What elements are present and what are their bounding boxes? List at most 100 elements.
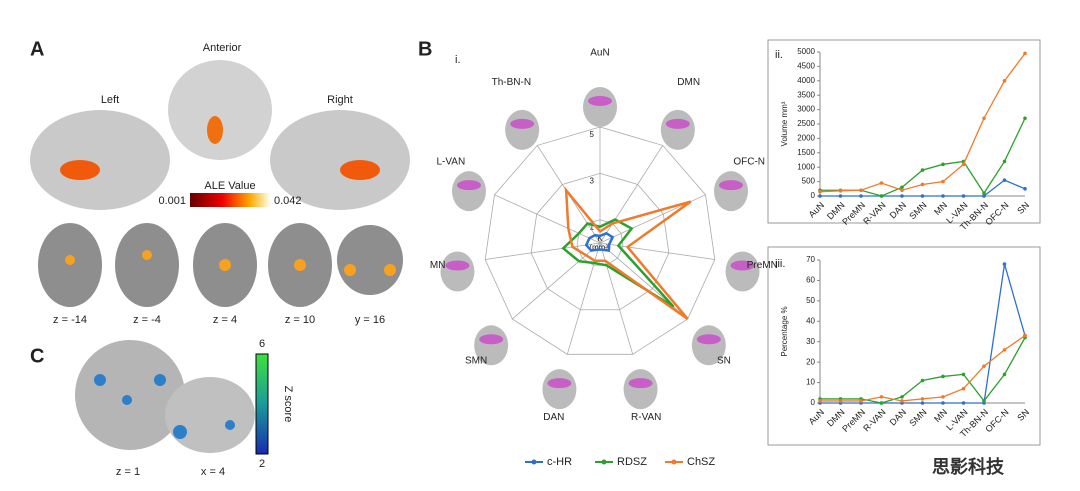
y-tick-label: 2000: [797, 134, 815, 143]
y-tick-label: 1000: [797, 162, 815, 171]
x-tick-label: OFC-N: [983, 407, 1010, 434]
y-tick-label: 50: [806, 296, 815, 305]
axis-spoke: [599, 242, 688, 320]
radar-line: [584, 231, 615, 253]
x-tick-label: AuN: [807, 200, 826, 219]
brain-icon-highlight: [445, 260, 470, 271]
point: [941, 194, 945, 198]
point: [982, 116, 986, 121]
point: [818, 189, 822, 194]
slice-label: z = -14: [53, 314, 87, 326]
y-tick-label: 500: [802, 177, 816, 186]
label: iii.: [775, 258, 785, 270]
panel-label: C: [30, 345, 44, 367]
x-tick-label: PreMN: [840, 407, 867, 434]
brain-icon-highlight: [588, 96, 612, 106]
panel-label: A: [30, 38, 44, 60]
slice-label: y = 16: [355, 314, 385, 326]
brain-icon: [623, 369, 658, 410]
point: [1002, 178, 1007, 182]
x-tick-label: MN: [932, 407, 949, 424]
y-axis-label: Volume mm³: [780, 101, 789, 146]
legend-marker: [531, 459, 537, 465]
legend-label: ChSZ: [687, 456, 715, 468]
legend-label: RDSZ: [617, 456, 647, 468]
label: 0.001: [158, 195, 186, 207]
label: 6: [259, 338, 265, 350]
brain-icon: [691, 325, 726, 366]
point: [1023, 51, 1027, 56]
radar-icons: [440, 87, 760, 410]
label: i.: [455, 54, 461, 66]
label: 0.042: [274, 195, 302, 207]
point: [859, 399, 863, 403]
point: [1023, 333, 1027, 338]
point: [838, 194, 843, 198]
point: [961, 372, 966, 377]
y-tick-label: 40: [806, 316, 815, 325]
point: [1002, 372, 1007, 377]
axis-label: SMN: [465, 355, 487, 366]
y-tick-label: 3500: [797, 90, 815, 99]
axis-label: DMN: [677, 77, 700, 88]
axis-label: AuN: [590, 48, 609, 59]
x-tick-label: AuN: [807, 407, 826, 426]
legend-marker: [671, 459, 677, 465]
point: [982, 194, 986, 198]
brain-icon: [440, 251, 475, 292]
brain-icon-highlight: [479, 334, 504, 345]
brain-icon: [660, 109, 695, 150]
axis-spoke: [485, 242, 601, 260]
brain-icon-highlight: [718, 180, 743, 191]
x-tick-label: SMN: [907, 200, 928, 221]
axis-label: OFC-N: [733, 156, 765, 167]
brain-icon: [725, 251, 760, 292]
slice-label: z = 1: [116, 466, 140, 478]
point: [879, 395, 884, 399]
point: [920, 397, 925, 401]
point: [1002, 348, 1007, 352]
y-tick-label: 3000: [797, 105, 815, 114]
brain-icon: [542, 369, 577, 410]
grid-ring: [530, 172, 670, 311]
line: [820, 335, 1026, 402]
point: [818, 399, 822, 403]
label: Anterior: [203, 42, 242, 54]
slice-label: z = 4: [213, 314, 237, 326]
y-tick-label: 60: [806, 276, 815, 285]
brain-icon-highlight: [665, 118, 690, 129]
panel-a-images: [30, 60, 410, 307]
axis-label: Th-BN-N: [492, 77, 531, 88]
slice-label: x = 4: [201, 466, 225, 478]
legend-marker: [601, 459, 607, 465]
point: [1023, 116, 1027, 121]
x-tick-label: SMN: [907, 407, 928, 428]
slice-label: z = -4: [133, 314, 161, 326]
point: [900, 188, 904, 193]
center-label: K: [597, 234, 603, 243]
axis-label: DAN: [543, 412, 564, 423]
label: Z score: [282, 386, 294, 423]
brain-icon-highlight: [696, 334, 721, 345]
label: Left: [101, 94, 119, 106]
point: [920, 182, 925, 187]
point: [941, 179, 945, 184]
point: [961, 194, 966, 198]
point: [818, 194, 822, 198]
line: [820, 337, 1026, 404]
axis-label: SN: [717, 355, 731, 366]
point: [982, 399, 986, 403]
point: [941, 162, 945, 167]
y-tick-label: 5000: [797, 47, 815, 56]
point: [920, 194, 925, 198]
x-tick-label: MN: [932, 200, 949, 217]
point: [879, 401, 884, 405]
radar-line: [564, 186, 692, 320]
y-tick-label: 0: [811, 191, 816, 200]
point: [941, 374, 945, 379]
point: [1023, 187, 1027, 191]
axis-label: L-VAN: [436, 156, 465, 167]
label: ii.: [775, 49, 783, 61]
point: [941, 395, 945, 399]
